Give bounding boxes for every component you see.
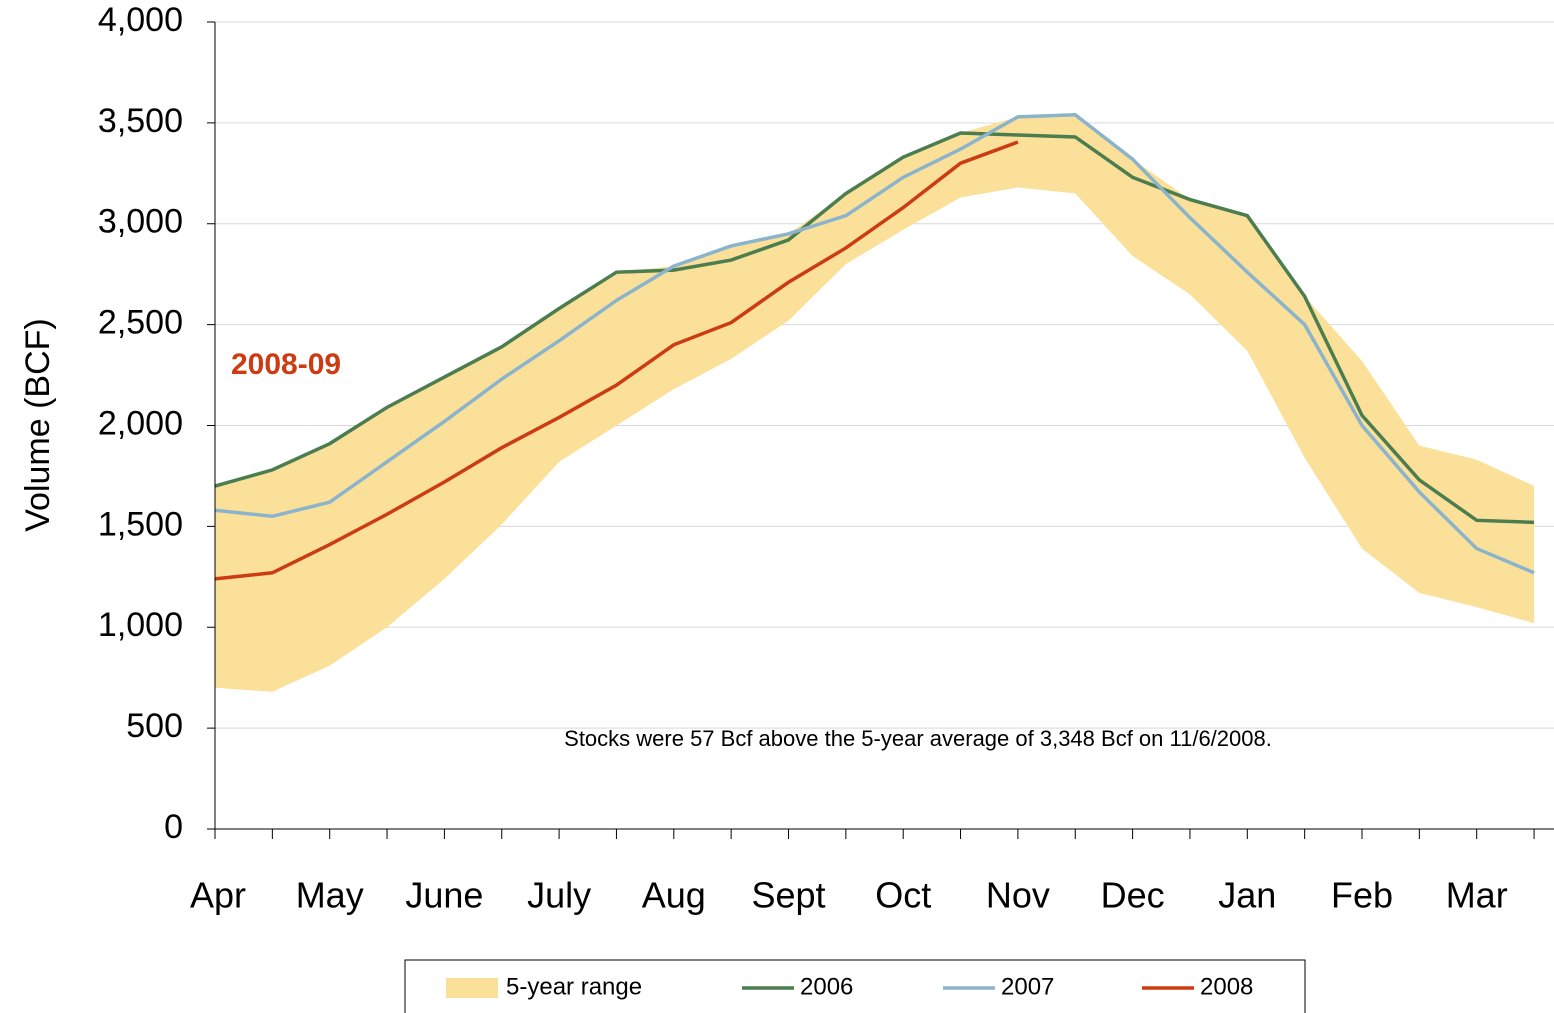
x-tick-label: July xyxy=(527,875,591,916)
series-label: 2008-09 xyxy=(231,348,341,381)
y-tick-label: 0 xyxy=(164,808,183,846)
y-tick-label: 3,500 xyxy=(98,102,183,140)
x-tick-label: May xyxy=(296,875,364,916)
x-tick-label: June xyxy=(405,875,483,916)
y-tick-label: 1,000 xyxy=(98,606,183,644)
x-tick-label: Nov xyxy=(986,875,1050,916)
legend-label: 2008 xyxy=(1200,973,1253,1000)
y-tick-label: 2,500 xyxy=(98,304,183,342)
annotation: Stocks were 57 Bcf above the 5-year aver… xyxy=(564,726,1272,751)
series-line xyxy=(214,113,1535,575)
legend-label: 2006 xyxy=(800,973,853,1000)
x-tick-label: Dec xyxy=(1101,875,1165,916)
x-tick-label: Apr xyxy=(190,875,246,916)
series-line xyxy=(214,131,1535,525)
series-line xyxy=(214,140,1019,581)
legend-swatch xyxy=(446,978,498,998)
x-tick-label: Feb xyxy=(1331,875,1393,916)
x-tick-label: Sept xyxy=(751,875,825,916)
y-tick-label: 500 xyxy=(126,707,183,745)
x-tick-label: Jan xyxy=(1218,875,1276,916)
y-tick-label: 3,000 xyxy=(98,203,183,241)
x-tick-label: Mar xyxy=(1446,875,1508,916)
legend-label: 2007 xyxy=(1001,973,1054,1000)
y-tick-label: 1,500 xyxy=(98,505,183,543)
y-tick-label: 2,000 xyxy=(98,404,183,442)
x-tick-label: Oct xyxy=(875,875,931,916)
x-tick-label: Aug xyxy=(642,875,706,916)
y-axis-title: Volume (BCF) xyxy=(19,318,57,532)
legend-label: 5-year range xyxy=(506,973,642,1000)
y-tick-label: 4,000 xyxy=(98,1,183,39)
range-area xyxy=(215,114,1535,692)
